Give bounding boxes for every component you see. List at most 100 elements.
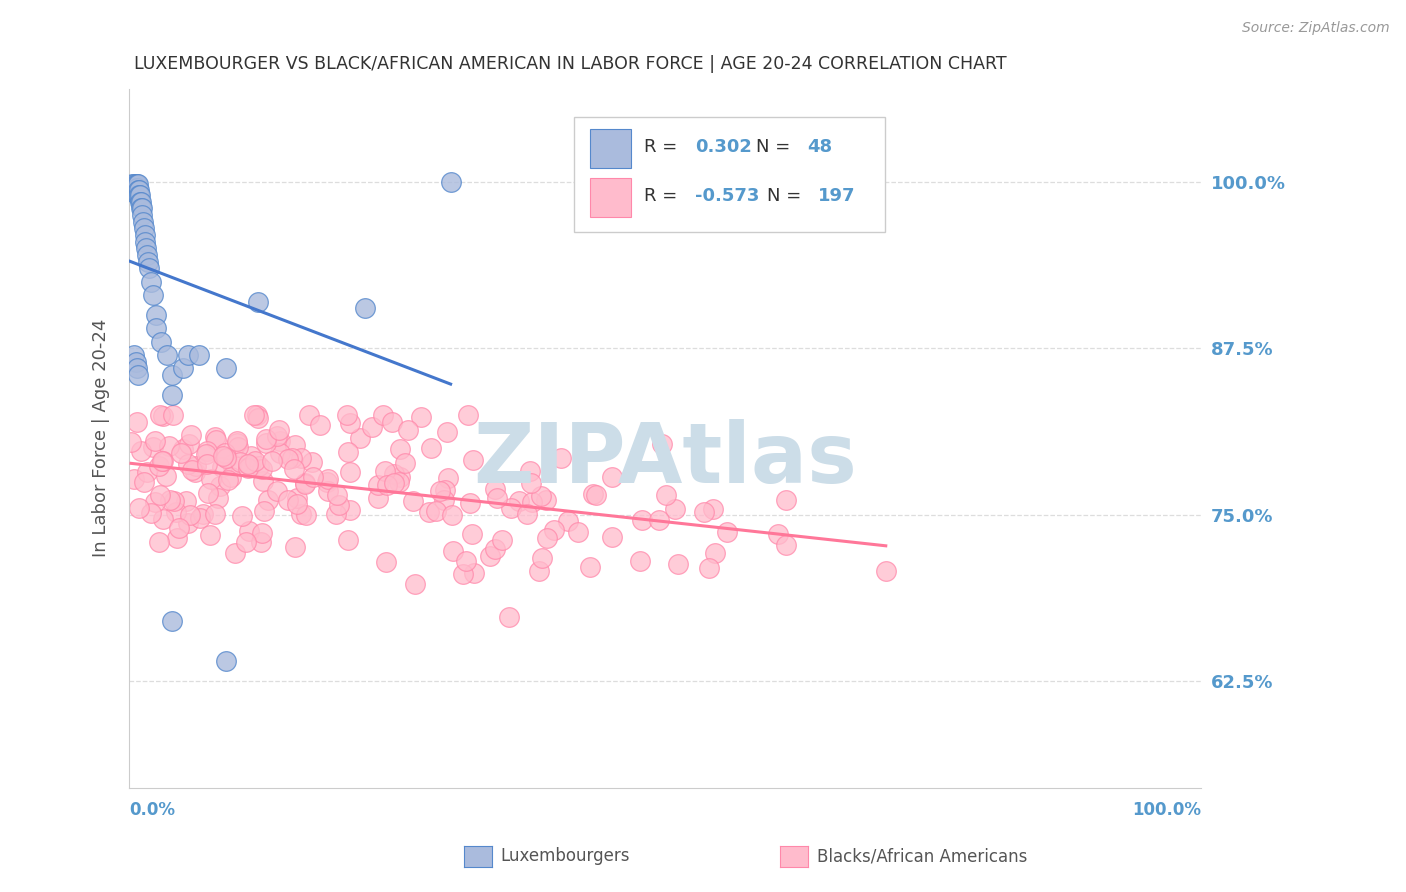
Point [131,208,153,222]
Point [520,495,543,509]
Point [129,443,152,458]
Point [433,493,456,508]
Point [326,487,349,501]
Point [200,472,222,486]
Point [630,513,652,527]
Point [316,472,339,486]
Point [221,457,243,471]
Point [122,181,145,195]
Point [148,459,170,474]
Point [375,478,398,492]
Point [243,454,266,468]
Point [325,507,347,521]
Point [142,441,165,455]
Point [215,450,238,465]
Point [557,514,579,528]
Point [567,525,589,540]
Point [339,465,361,479]
Point [169,446,191,460]
Point [143,495,166,509]
Point [269,423,291,437]
FancyBboxPatch shape [574,117,884,232]
Point [461,452,484,467]
Point [266,429,288,443]
Point [155,348,177,362]
Text: 0.302: 0.302 [695,137,752,155]
Point [294,477,316,491]
Point [139,275,162,289]
Point [316,475,339,489]
Point [149,408,172,422]
Point [283,461,305,475]
Point [269,446,291,460]
Y-axis label: In Labor Force | Age 20-24: In Labor Force | Age 20-24 [93,319,110,558]
Point [651,437,673,451]
Point [295,508,318,522]
Point [157,439,180,453]
Point [128,194,150,209]
Point [294,475,316,490]
Point [418,505,440,519]
Point [132,475,155,489]
Text: 0.0%: 0.0% [129,801,176,819]
Point [184,465,207,479]
Point [284,540,307,554]
Point [162,408,184,422]
Point [328,499,350,513]
Point [337,533,360,548]
Point [458,496,481,510]
Point [128,188,150,202]
Point [165,505,187,519]
Point [152,511,174,525]
Point [195,447,218,461]
Point [177,516,200,530]
Point [439,175,461,189]
Point [150,454,173,468]
Point [177,458,200,472]
Point [143,434,166,448]
Point [124,186,146,200]
Point [702,502,724,516]
Point [382,467,405,482]
Text: -0.573: -0.573 [695,186,759,204]
Point [530,489,553,503]
Point [125,188,148,202]
Point [243,408,266,422]
Point [177,437,200,451]
Point [302,470,325,484]
Point [699,561,721,575]
Text: 48: 48 [807,137,832,155]
Point [260,453,283,467]
Point [226,440,249,454]
Point [155,468,177,483]
Point [436,470,458,484]
Text: R =: R = [644,186,682,204]
Text: Source: ZipAtlas.com: Source: ZipAtlas.com [1241,21,1389,35]
Text: Luxembourgers: Luxembourgers [501,847,630,865]
Point [396,424,419,438]
Point [127,178,149,192]
Point [441,544,464,558]
Point [160,368,183,382]
Point [628,554,651,568]
Point [239,459,262,474]
Point [138,261,160,276]
Point [135,242,157,256]
Text: 197: 197 [818,186,856,204]
Point [240,449,263,463]
Point [254,433,277,447]
Point [120,435,142,450]
Point [252,504,274,518]
Point [226,435,249,450]
Point [367,478,389,492]
Point [875,564,897,578]
Point [148,534,170,549]
Point [461,526,484,541]
Point [550,450,572,465]
Point [436,425,458,439]
Point [463,566,485,581]
Point [491,533,513,548]
Point [501,501,523,516]
Point [188,511,211,525]
Point [527,564,550,578]
